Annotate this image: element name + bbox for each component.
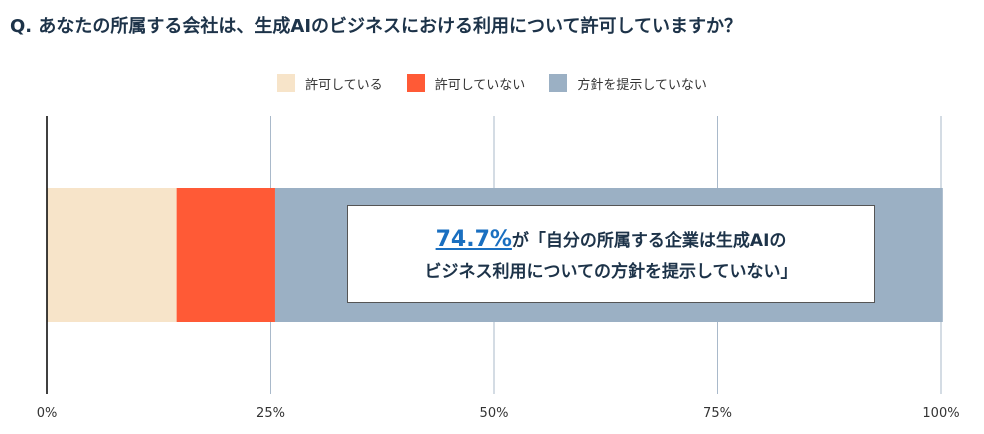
callout-line-2: ビジネス利用についての方針を提示していない」 [424,262,798,283]
x-tick-label-2: 50% [480,406,509,421]
legend-item-permitted: 許可している [277,74,383,93]
legend-swatch-permitted [277,74,296,92]
x-tick-label-3: 75% [703,406,732,421]
legend-item-not-permitted: 許可していない [406,74,526,93]
x-tick-label-1: 25% [256,406,285,421]
legend-item-no-policy: 方針を提示していない [549,74,707,93]
callout-line-1-text: が「自分の所属する企業は生成AIの [511,230,787,251]
legend-swatch-not-permitted [406,74,425,92]
chart-title: Q. あなたの所属する会社は、生成AIのビジネスにおける利用について許可していま… [10,16,742,37]
callout-line-1: 74.7%が「自分の所属する企業は生成AIの [436,221,787,258]
x-tick-label-4: 100% [922,406,959,421]
bar-segment-0 [47,188,177,322]
legend-label-no-policy: 方針を提示していない [577,77,707,93]
callout-box: 74.7%が「自分の所属する企業は生成AIの ビジネス利用についての方針を提示し… [347,205,875,303]
x-tick-label-0: 0% [37,406,58,421]
legend-label-not-permitted: 許可していない [434,77,526,93]
legend-label-permitted: 許可している [305,77,383,93]
legend: 許可している 許可していない 方針を提示していない [0,73,984,93]
callout-percent: 74.7% [435,226,512,252]
bar-segment-1 [176,188,275,322]
legend-swatch-no-policy [549,74,568,92]
